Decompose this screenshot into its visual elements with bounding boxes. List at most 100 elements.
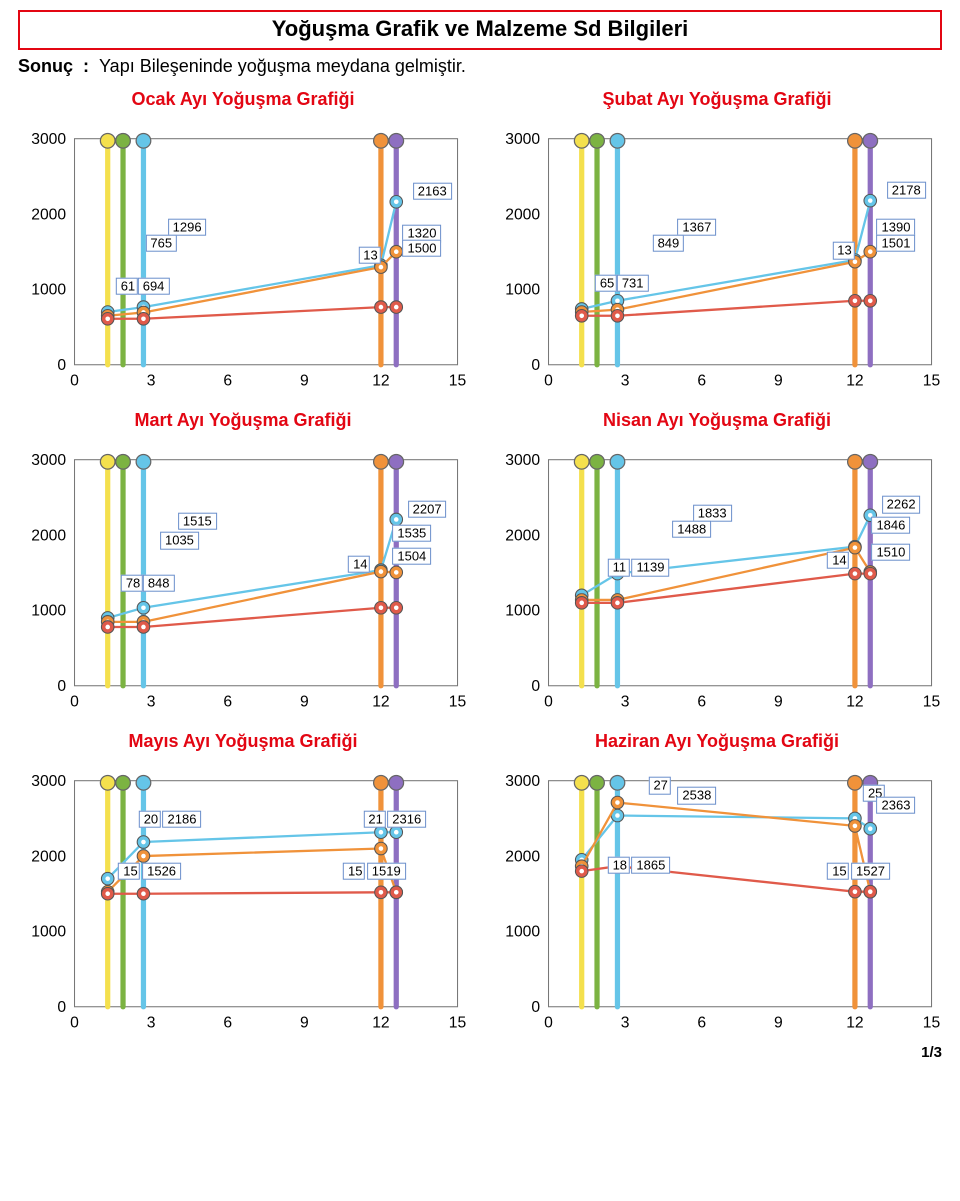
svg-text:15: 15: [923, 1015, 941, 1032]
value-label: 14: [827, 551, 849, 568]
value-label: 849: [653, 234, 685, 251]
value-label: 21: [363, 810, 385, 827]
chart-subat: Şubat Ayı Yoğuşma Grafiği010002000300003…: [492, 83, 942, 398]
svg-text:6: 6: [223, 373, 232, 390]
page-number: 1/3: [18, 1044, 942, 1061]
svg-text:3000: 3000: [31, 452, 66, 469]
svg-text:3000: 3000: [505, 452, 540, 469]
svg-text:9: 9: [774, 1015, 783, 1032]
svg-text:2000: 2000: [505, 527, 540, 544]
svg-text:9: 9: [774, 373, 783, 390]
svg-text:1000: 1000: [31, 603, 66, 620]
value-label: 2363: [877, 796, 916, 813]
value-label: 731: [617, 275, 649, 292]
value-label: 18: [608, 857, 630, 874]
value-label: 1865: [631, 857, 670, 874]
svg-text:6: 6: [697, 694, 706, 711]
chart-mayis: Mayıs Ayı Yoğuşma Grafiği010002000300003…: [18, 725, 468, 1040]
chart-grid: Ocak Ayı Yoğuşma Grafiği0100020003000036…: [18, 83, 942, 1040]
svg-text:2000: 2000: [31, 206, 66, 223]
value-label: 1488: [672, 520, 711, 537]
svg-text:6: 6: [697, 1015, 706, 1032]
svg-text:15: 15: [449, 1015, 467, 1032]
svg-text:0: 0: [70, 373, 79, 390]
svg-text:0: 0: [531, 678, 540, 695]
value-label: 61: [116, 278, 138, 295]
svg-text:0: 0: [57, 999, 66, 1016]
svg-text:2000: 2000: [505, 848, 540, 865]
value-label: 1501: [877, 234, 916, 251]
svg-text:1000: 1000: [505, 282, 540, 299]
svg-text:12: 12: [846, 1015, 863, 1032]
svg-text:12: 12: [372, 373, 389, 390]
svg-text:9: 9: [300, 694, 309, 711]
value-label: 27: [648, 777, 670, 794]
svg-text:2000: 2000: [505, 206, 540, 223]
svg-text:15: 15: [449, 373, 467, 390]
svg-text:0: 0: [531, 357, 540, 374]
value-label: 2186: [163, 810, 202, 827]
svg-text:1000: 1000: [31, 282, 66, 299]
svg-text:0: 0: [70, 1015, 79, 1032]
chart-title: Şubat Ayı Yoğuşma Grafiği: [492, 89, 942, 110]
chart-title: Haziran Ayı Yoğuşma Grafiği: [492, 731, 942, 752]
svg-text:1000: 1000: [31, 924, 66, 941]
svg-text:1000: 1000: [505, 603, 540, 620]
value-label: 14: [348, 555, 370, 572]
svg-text:0: 0: [57, 678, 66, 695]
value-label: 11: [608, 559, 630, 576]
svg-text:3000: 3000: [505, 131, 540, 148]
value-label: 1535: [392, 524, 431, 541]
chart-ocak: Ocak Ayı Yoğuşma Grafiği0100020003000036…: [18, 83, 468, 398]
svg-text:15: 15: [449, 694, 467, 711]
value-label: 1519: [367, 862, 406, 879]
svg-text:15: 15: [923, 373, 941, 390]
value-label: 2207: [408, 500, 447, 517]
chart-title: Ocak Ayı Yoğuşma Grafiği: [18, 89, 468, 110]
svg-text:3: 3: [147, 373, 156, 390]
chart-title: Mart Ayı Yoğuşma Grafiği: [18, 410, 468, 431]
svg-text:12: 12: [372, 1015, 389, 1032]
value-label: 848: [143, 575, 175, 592]
svg-text:3: 3: [147, 1015, 156, 1032]
result-colon: :: [83, 56, 89, 77]
value-label: 1510: [871, 544, 910, 561]
value-label: 2538: [677, 787, 716, 804]
value-label: 1035: [160, 532, 199, 549]
chart-title: Nisan Ayı Yoğuşma Grafiği: [492, 410, 942, 431]
value-label: 1139: [632, 559, 670, 576]
value-label: 765: [145, 234, 177, 251]
value-label: 1515: [178, 513, 217, 530]
value-label: 78: [121, 575, 143, 592]
svg-text:2000: 2000: [31, 527, 66, 544]
value-label: 1846: [871, 516, 910, 533]
chart-plot: 0100020003000036912152207153515041415151…: [18, 439, 468, 719]
page-title: Yoğuşma Grafik ve Malzeme Sd Bilgileri: [272, 16, 689, 41]
svg-text:9: 9: [774, 694, 783, 711]
value-label: 15: [118, 862, 140, 879]
value-label: 13: [358, 247, 380, 264]
svg-text:0: 0: [57, 357, 66, 374]
svg-text:0: 0: [70, 694, 79, 711]
svg-text:3000: 3000: [31, 773, 66, 790]
chart-title: Mayıs Ayı Yoğuşma Grafiği: [18, 731, 468, 752]
chart-mart: Mart Ayı Yoğuşma Grafiği0100020003000036…: [18, 404, 468, 719]
svg-text:3: 3: [621, 1015, 630, 1032]
svg-text:0: 0: [544, 694, 553, 711]
svg-text:6: 6: [223, 694, 232, 711]
svg-text:15: 15: [923, 694, 941, 711]
chart-nisan: Nisan Ayı Yoğuşma Grafiği010002000300003…: [492, 404, 942, 719]
svg-text:0: 0: [531, 999, 540, 1016]
svg-text:6: 6: [697, 373, 706, 390]
value-label: 15: [343, 862, 365, 879]
svg-text:9: 9: [300, 1015, 309, 1032]
value-label: 65: [595, 275, 617, 292]
chart-haziran: Haziran Ayı Yoğuşma Grafiği0100020003000…: [492, 725, 942, 1040]
svg-text:0: 0: [544, 1015, 553, 1032]
result-row: Sonuç : Yapı Bileşeninde yoğuşma meydana…: [18, 56, 942, 77]
svg-text:12: 12: [846, 373, 863, 390]
value-label: 2262: [882, 496, 921, 513]
chart-plot: 0100020003000036912152178139015011313678…: [492, 118, 942, 398]
chart-plot: 0100020003000036912152163132015001312967…: [18, 118, 468, 398]
svg-text:0: 0: [544, 373, 553, 390]
